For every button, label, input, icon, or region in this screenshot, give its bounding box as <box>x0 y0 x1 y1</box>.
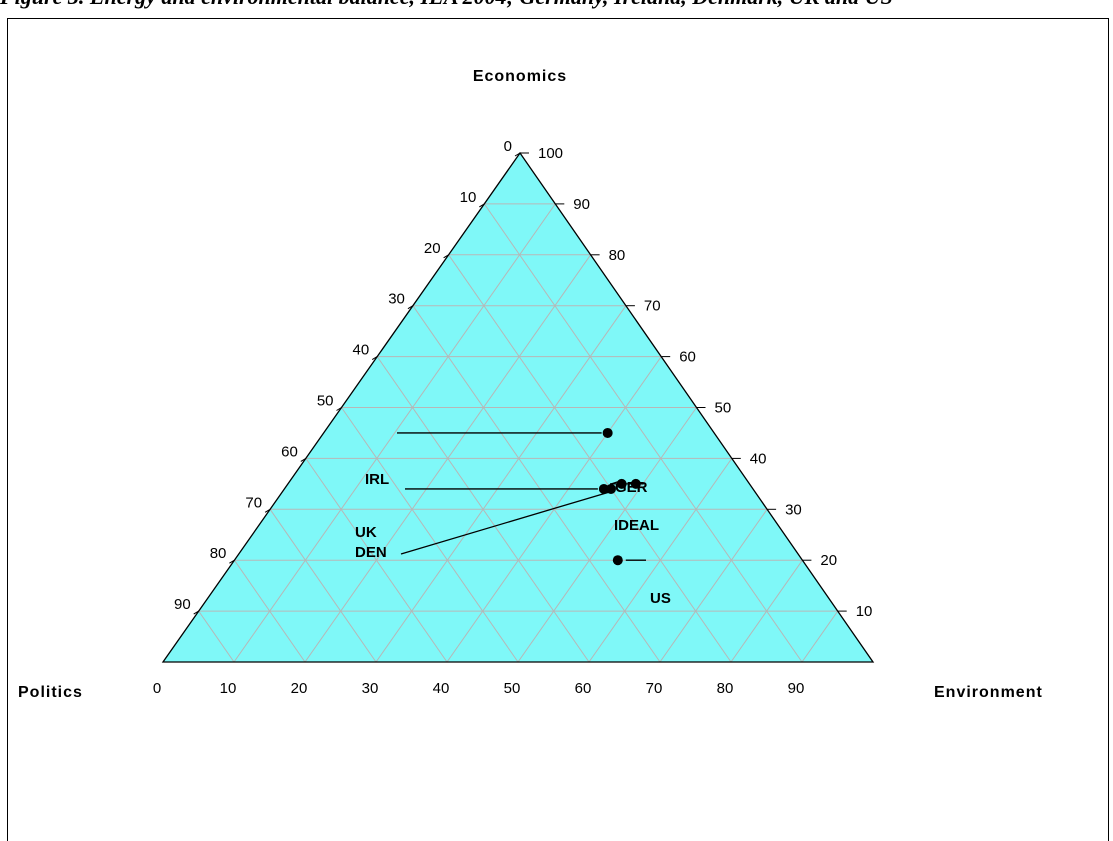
tick-left <box>300 457 307 462</box>
tick-left <box>193 610 199 615</box>
tick-left <box>443 254 449 259</box>
tick-left <box>336 407 342 411</box>
tick-label-right: 30 <box>785 501 802 518</box>
tick-label-right: 50 <box>715 400 732 417</box>
tick-label-left: 0 <box>504 138 512 155</box>
tick-label-left: 10 <box>460 189 477 206</box>
tick-label-left: 40 <box>353 342 370 359</box>
tick-label-left: 60 <box>281 443 298 460</box>
tick-label-left: 50 <box>317 393 334 410</box>
grid-line-left <box>412 305 661 663</box>
figure-frame <box>7 18 1109 841</box>
tick-label-left: 20 <box>424 240 441 257</box>
tick-label-right: 20 <box>820 552 837 569</box>
grid-line-bottom <box>659 509 768 663</box>
tick-label-left: 80 <box>210 545 227 562</box>
tick-left <box>514 152 521 157</box>
data-point <box>616 478 627 489</box>
data-point <box>630 478 641 489</box>
tick-left <box>264 508 271 513</box>
tick-left <box>371 356 378 361</box>
tick-left <box>407 305 414 310</box>
tick-label-left: 70 <box>245 494 262 511</box>
grid-line-bottom <box>233 203 556 663</box>
grid-line-left <box>269 509 377 663</box>
tick-label-bottom: 90 <box>788 680 805 697</box>
point-label: IRL <box>365 471 389 488</box>
tick-label-bottom: 10 <box>220 680 237 697</box>
grid-line-bottom <box>375 305 627 663</box>
grid-line-bottom <box>801 610 839 663</box>
axis-title-left: Politics <box>18 684 83 701</box>
data-point <box>602 427 613 438</box>
axis-title-right: Environment <box>934 684 1043 701</box>
figure-caption: Figure 3. Energy and environmental balan… <box>0 0 893 10</box>
grid-line-left <box>305 458 448 663</box>
tick-label-bottom: 40 <box>433 680 450 697</box>
axis-title-top: Economics <box>473 68 567 85</box>
tick-left <box>229 559 235 564</box>
tick-label-bottom: 30 <box>362 680 379 697</box>
grid-line-left <box>448 254 732 663</box>
tick-label-right: 70 <box>644 298 661 315</box>
grid-line-left <box>198 610 235 663</box>
tick-label-left: 90 <box>174 596 191 613</box>
point-label: US <box>650 590 671 607</box>
grid-line-left <box>341 407 519 663</box>
grid-line-left <box>483 203 803 663</box>
tick-label-right: 80 <box>609 247 626 264</box>
tick-label-bottom: 50 <box>504 680 521 697</box>
data-point <box>612 555 623 566</box>
tick-label-right: 90 <box>573 196 590 213</box>
grid-line-left <box>233 559 306 663</box>
grid-line-left <box>376 356 590 663</box>
tick-left <box>479 203 485 208</box>
tick-label-bottom: 20 <box>291 680 308 697</box>
data-point <box>598 483 609 494</box>
tick-label-right: 60 <box>679 349 696 366</box>
tick-label-left: 30 <box>388 291 405 308</box>
tick-label-bottom: 60 <box>575 680 592 697</box>
point-label: GER <box>615 479 648 496</box>
tick-label-right: 40 <box>750 450 767 467</box>
point-label: IDEAL <box>614 517 659 534</box>
data-point <box>605 483 616 494</box>
tick-label-bottom: 70 <box>646 680 663 697</box>
grid-line-bottom <box>517 407 697 663</box>
leader-line <box>400 490 614 555</box>
tick-label-bottom: 0 <box>153 680 161 697</box>
point-label: UK <box>355 524 377 541</box>
tick-label-bottom: 80 <box>717 680 734 697</box>
tick-label-right: 100 <box>538 145 563 162</box>
point-label: DEN <box>355 544 387 561</box>
tick-label-right: 10 <box>856 603 873 620</box>
